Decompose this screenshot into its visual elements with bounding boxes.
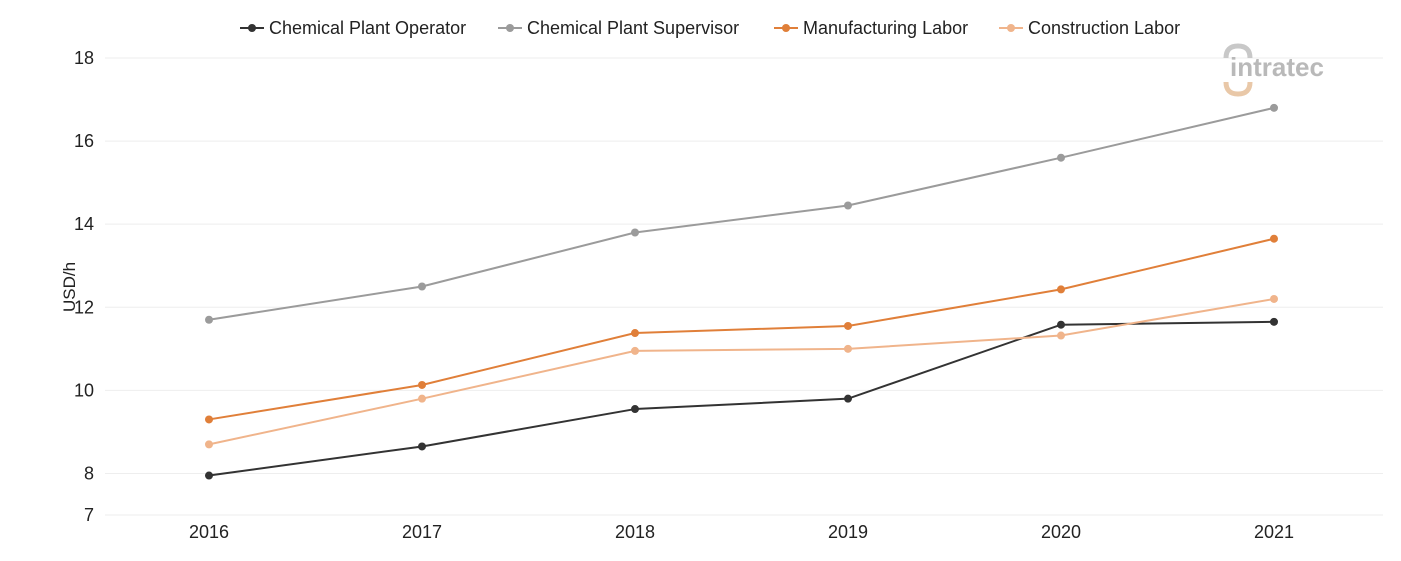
legend-swatch-dot: [248, 24, 256, 32]
data-point: [631, 405, 639, 414]
legend-swatch-dot: [782, 24, 790, 32]
series-line: [208, 237, 1275, 421]
data-point: [631, 228, 639, 237]
data-point: [418, 394, 426, 403]
data-point: [418, 380, 426, 389]
data-point: [1270, 294, 1278, 303]
data-point: [205, 415, 213, 424]
data-point: [1270, 103, 1278, 112]
data-point: [631, 346, 639, 355]
logo-mark-bottom: [1223, 81, 1253, 97]
y-tick-label: 7: [84, 505, 94, 525]
y-tick-label: 16: [74, 131, 94, 151]
data-point: [1270, 317, 1278, 326]
legend-swatch-dot: [506, 24, 514, 32]
y-axis-title: USD/h: [60, 262, 79, 312]
x-tick-label: 2021: [1254, 522, 1294, 542]
data-point: [418, 282, 426, 291]
x-tick-label: 2018: [615, 522, 655, 542]
data-point: [844, 344, 852, 353]
logo-mark-top: [1223, 43, 1253, 59]
data-point: [205, 471, 213, 480]
legend-item[interactable]: Chemical Plant Supervisor: [498, 14, 739, 42]
legend-item[interactable]: Manufacturing Labor: [774, 14, 968, 42]
series-line: [208, 106, 1275, 321]
legend-label: Construction Labor: [1028, 17, 1181, 38]
legend-swatch: [240, 24, 264, 32]
y-tick-label: 12: [74, 297, 94, 317]
data-point: [844, 321, 852, 330]
y-tick-label: 8: [84, 463, 94, 483]
data-point: [844, 201, 852, 210]
legend: Chemical Plant Operator Chemical Plant Su…: [0, 14, 1401, 42]
legend-item[interactable]: Chemical Plant Operator: [240, 14, 466, 42]
legend-swatch: [498, 24, 522, 32]
legend-swatch: [999, 24, 1023, 32]
data-point: [1057, 331, 1065, 340]
y-tick-label: 18: [74, 48, 94, 68]
legend-swatch-dot: [1007, 24, 1015, 32]
series-line: [208, 297, 1275, 446]
data-point: [418, 442, 426, 451]
data-point: [1270, 234, 1278, 243]
legend-item[interactable]: Construction Labor: [999, 14, 1180, 42]
data-point: [1057, 153, 1065, 162]
y-tick-label: 14: [74, 214, 94, 234]
logo-wordmark: intratec: [1230, 52, 1324, 82]
x-tick-label: 2017: [402, 522, 442, 542]
x-tick-label: 2016: [189, 522, 229, 542]
data-point: [205, 440, 213, 449]
intratec-logo: intratec: [1223, 43, 1324, 97]
data-point: [844, 394, 852, 403]
data-point: [1057, 320, 1065, 329]
legend-label: Chemical Plant Supervisor: [527, 17, 740, 38]
legend-label: Manufacturing Labor: [803, 17, 969, 38]
x-tick-label: 2020: [1041, 522, 1081, 542]
x-tick-label: 2019: [828, 522, 868, 542]
data-point: [631, 329, 639, 338]
data-point: [1057, 285, 1065, 294]
legend-swatch: [774, 24, 798, 32]
series-line: [208, 320, 1275, 477]
legend-label: Chemical Plant Operator: [269, 17, 467, 38]
data-point: [205, 315, 213, 324]
y-tick-label: 10: [74, 380, 94, 400]
